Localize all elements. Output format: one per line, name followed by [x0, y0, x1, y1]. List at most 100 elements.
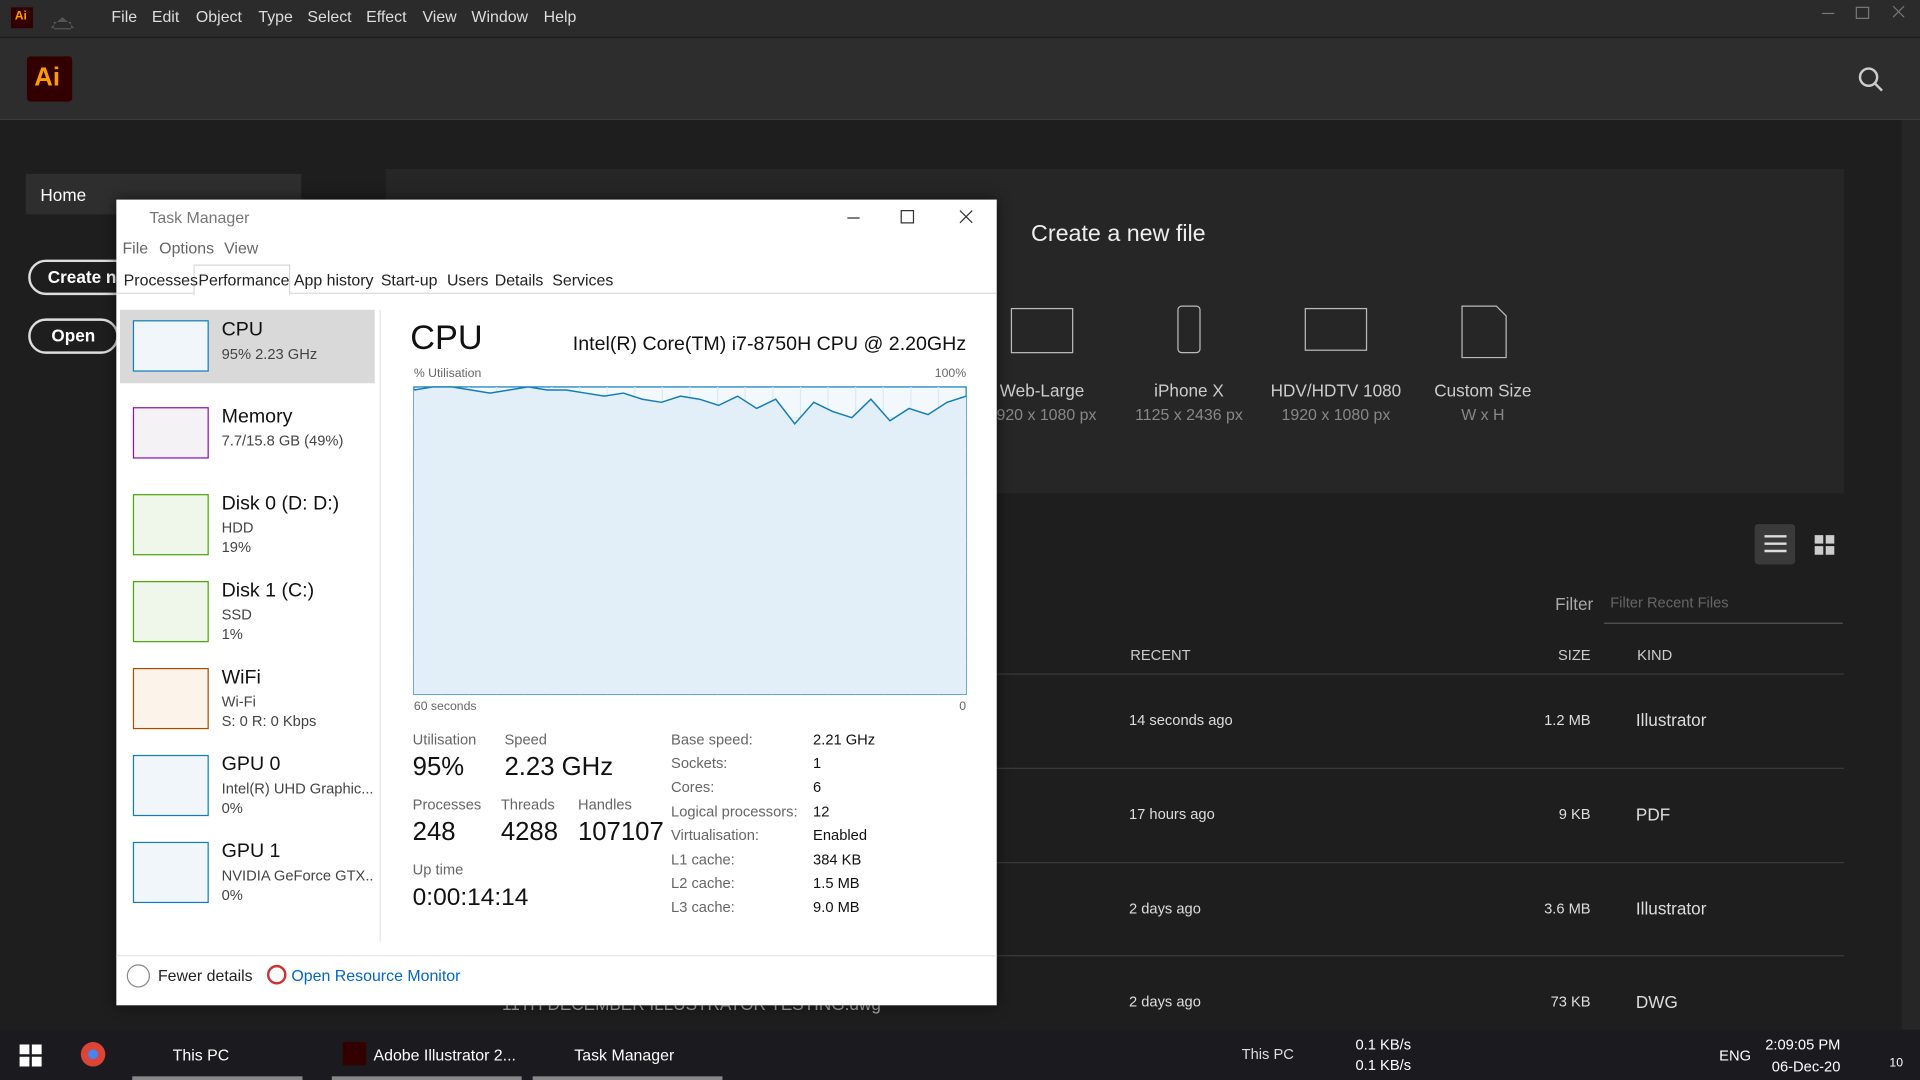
- notifications[interactable]: 10: [1889, 1056, 1904, 1071]
- tm-menu[interactable]: Options: [159, 239, 215, 258]
- file-kind: Illustrator: [1635, 898, 1707, 918]
- sidebar-name[interactable]: WiFi: [221, 667, 261, 689]
- thumbnail: [132, 581, 209, 643]
- stat-label: Handles: [577, 795, 632, 813]
- sidebar-detail: Wi-Fi: [221, 692, 256, 710]
- active-tab[interactable]: [193, 264, 291, 296]
- sidebar-detail: 95% 2.23 GHz: [221, 345, 318, 363]
- open-resource-monitor[interactable]: Open Resource Monitor: [291, 966, 461, 985]
- cpu-title: CPU: [410, 318, 483, 357]
- tm-tab[interactable]: Details: [494, 270, 544, 290]
- sidebar-name[interactable]: Memory: [221, 407, 293, 428]
- preset-icon[interactable]: [1304, 307, 1368, 351]
- taskbar-item[interactable]: This PC: [172, 1045, 230, 1065]
- filter-input[interactable]: Filter Recent Files: [1610, 593, 1729, 611]
- open-button[interactable]: Open: [28, 318, 119, 354]
- sidebar-detail: NVIDIA GeForce GTX...: [221, 866, 374, 884]
- tm-tab[interactable]: Start-up: [380, 270, 438, 290]
- col-size: SIZE: [1557, 646, 1591, 664]
- file-size: 73 KB: [1550, 992, 1591, 1010]
- fewer-details[interactable]: Fewer details: [157, 966, 253, 985]
- language[interactable]: ENG: [1719, 1046, 1752, 1064]
- sidebar-detail: S: 0 R: 0 Kbps: [221, 712, 317, 730]
- file-time[interactable]: 17 hours ago: [1128, 805, 1215, 823]
- fewer-icon[interactable]: [126, 964, 151, 988]
- sidebar-detail: HDD: [221, 518, 254, 537]
- preset-icon[interactable]: [1010, 307, 1074, 354]
- preset-name[interactable]: Web-Large: [999, 380, 1085, 400]
- menu-item[interactable]: Select: [307, 7, 352, 26]
- spec-label: Base speed:: [671, 730, 753, 748]
- sidebar-detail: 7.7/15.8 GB (49%): [221, 431, 344, 450]
- start[interactable]: [19, 1044, 42, 1067]
- maximize[interactable]: [1855, 6, 1870, 19]
- tm-tab[interactable]: Performance: [198, 270, 290, 290]
- file-time[interactable]: 2 days ago: [1128, 992, 1201, 1010]
- sidebar-name[interactable]: Disk 1 (C:): [221, 580, 315, 602]
- stat-value: 4288: [500, 818, 559, 847]
- tm-tab[interactable]: App history: [293, 270, 374, 290]
- sidebar-detail: Intel(R) UHD Graphic...: [221, 779, 374, 797]
- file-time[interactable]: 14 seconds ago: [1128, 711, 1233, 729]
- home-icon[interactable]: [51, 17, 74, 30]
- preset-name[interactable]: Custom Size: [1434, 380, 1532, 400]
- menu-item[interactable]: Window: [471, 7, 529, 26]
- menu-item[interactable]: Object: [195, 7, 242, 26]
- preset-size: W x H: [1461, 405, 1505, 424]
- taskbar-item[interactable]: Adobe Illustrator 2...: [373, 1045, 516, 1065]
- active-indicator: [331, 1076, 522, 1080]
- stat-label: Utilisation: [412, 730, 477, 748]
- sidebar-detail: 0%: [221, 799, 243, 817]
- preset-icon[interactable]: [1461, 305, 1507, 359]
- taskbar-item[interactable]: Task Manager: [574, 1045, 675, 1065]
- menu-item[interactable]: Edit: [151, 7, 180, 26]
- row-separator: [996, 862, 1845, 864]
- menu-item[interactable]: File: [111, 7, 138, 26]
- file-size: 9 KB: [1558, 805, 1591, 823]
- cpu-model: Intel(R) Core(TM) i7-8750H CPU @ 2.20GHz: [572, 334, 967, 356]
- logo-bg: [26, 56, 73, 102]
- list-icon: [1764, 535, 1787, 553]
- sidebar-name[interactable]: Disk 0 (D: D:): [221, 493, 340, 515]
- grid-view[interactable]: [1814, 535, 1835, 555]
- tm-tab[interactable]: Services: [552, 270, 614, 290]
- spec-value: 1.5 MB: [813, 874, 860, 892]
- menu-item[interactable]: Type: [258, 7, 293, 26]
- search[interactable]: [1858, 67, 1879, 87]
- menu-item[interactable]: Effect: [366, 7, 407, 26]
- spec-label: Logical processors:: [671, 802, 798, 820]
- ai-task-icon: [342, 1042, 367, 1066]
- nav-home[interactable]: Home: [40, 184, 87, 204]
- scrollbar: [1901, 120, 1920, 1030]
- preset-name[interactable]: iPhone X: [1154, 380, 1224, 400]
- menu-item[interactable]: Help: [543, 7, 577, 26]
- sidebar-name[interactable]: CPU: [221, 320, 263, 341]
- tm-menu[interactable]: File: [122, 239, 149, 258]
- tm-menu[interactable]: View: [224, 239, 259, 258]
- tm-title: Task Manager: [149, 208, 250, 227]
- close[interactable]: [1892, 5, 1905, 18]
- graph-min: 0: [959, 700, 967, 714]
- toolbar-location[interactable]: This PC: [1241, 1045, 1294, 1063]
- preset-name[interactable]: HDV/HDTV 1080: [1270, 380, 1402, 400]
- window-controls[interactable]: [847, 210, 973, 224]
- file-size: 3.6 MB: [1544, 899, 1591, 917]
- spec-value: 9.0 MB: [813, 898, 860, 916]
- search-handle: [1873, 82, 1883, 92]
- preset-size: 1125 x 2436 px: [1135, 405, 1243, 424]
- sidebar-name[interactable]: GPU 1: [221, 841, 281, 863]
- sidebar-detail: 1%: [221, 625, 243, 643]
- spec-label: Virtualisation:: [671, 826, 759, 844]
- monitor-icon[interactable]: [266, 964, 287, 985]
- sidebar-name[interactable]: GPU 0: [221, 754, 281, 776]
- thumbnail: [132, 494, 209, 556]
- net-up: 0.1 KB/s: [1355, 1056, 1412, 1074]
- preset-icon[interactable]: [1177, 305, 1201, 354]
- menu-item[interactable]: View: [422, 7, 457, 26]
- file-time[interactable]: 2 days ago: [1128, 899, 1201, 917]
- title-bar: [0, 0, 1920, 37]
- graph-label: % Utilisation: [413, 367, 482, 381]
- tm-tab[interactable]: Users: [446, 270, 489, 290]
- cpu-area: [413, 386, 967, 695]
- tm-tab[interactable]: Processes: [123, 270, 199, 290]
